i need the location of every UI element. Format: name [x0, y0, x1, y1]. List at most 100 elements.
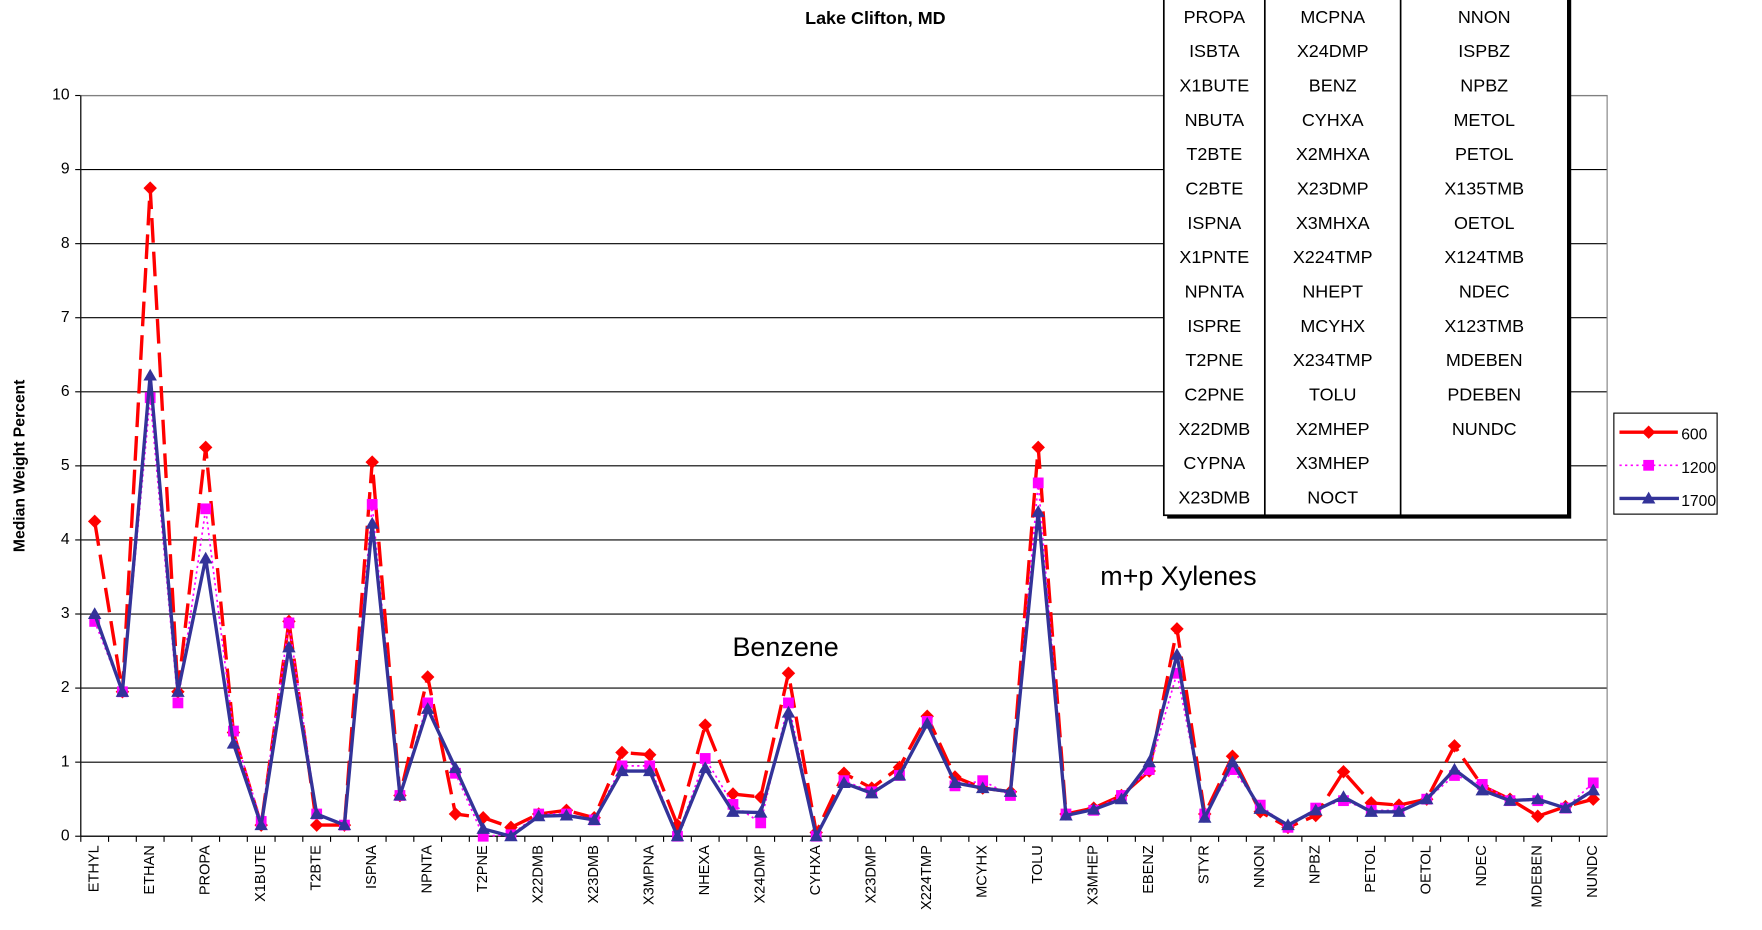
- x-tick-label: NPBZ: [1308, 845, 1324, 884]
- marker-triangle: [920, 716, 934, 729]
- marker-square: [450, 767, 461, 779]
- x-tick-label: X1BUTE: [253, 845, 269, 902]
- table-cell: METOL: [1453, 110, 1514, 130]
- marker-diamond: [87, 514, 102, 529]
- marker-triangle: [365, 516, 379, 529]
- marker-square: [783, 697, 794, 709]
- legend-label: 1700: [1681, 493, 1716, 510]
- legend-label: 600: [1681, 427, 1707, 444]
- marker-triangle: [1059, 808, 1073, 821]
- marker-triangle: [837, 776, 851, 788]
- x-tick-label: PETOL: [1363, 845, 1379, 893]
- marker-triangle: [587, 813, 601, 825]
- table-cell: NOCT: [1307, 488, 1358, 508]
- marker-square: [1587, 777, 1599, 789]
- table-cell: C2BTE: [1185, 179, 1243, 199]
- table-box: [1162, 0, 1569, 517]
- table-cell: X1PNTE: [1179, 247, 1249, 267]
- table-cell: X1BUTE: [1179, 75, 1249, 95]
- annotation: m+p Xylenes: [1100, 561, 1256, 591]
- table-cell: PROPA: [1184, 7, 1246, 27]
- marker-triangle: [171, 685, 185, 697]
- table-cell: NPBZ: [1460, 75, 1508, 95]
- y-axis-label: Median Weight Percent: [11, 379, 28, 552]
- marker-triangle: [87, 607, 102, 620]
- x-tick-label: X3MHEP: [1086, 845, 1102, 905]
- table-cell: BENZ: [1309, 75, 1357, 95]
- marker-square: [144, 392, 156, 404]
- table-cell: X2MHXA: [1296, 144, 1370, 164]
- marker-square: [172, 697, 184, 709]
- marker-triangle: [1364, 805, 1378, 817]
- table-cell: NBUTA: [1185, 110, 1244, 130]
- table-cell: NHEPT: [1302, 282, 1363, 302]
- marker-triangle: [892, 768, 907, 781]
- marker-diamond: [1031, 440, 1045, 455]
- table-cell: NNON: [1458, 7, 1511, 27]
- table-cell: T2BTE: [1186, 144, 1242, 164]
- table-cell: CYPNA: [1183, 453, 1245, 473]
- marker-triangle: [1392, 805, 1406, 817]
- marker-diamond: [615, 745, 629, 760]
- marker-diamond: [198, 440, 213, 455]
- x-tick-label: STYR: [1197, 845, 1213, 884]
- marker-triangle: [337, 818, 352, 831]
- chart-title: Lake Clifton, MD: [805, 8, 946, 28]
- x-tick-label: X22DMB: [531, 845, 547, 903]
- table-cell: MDEBEN: [1446, 350, 1523, 370]
- x-tick-label: T2PNE: [475, 845, 491, 892]
- x-tick-label: ISPNA: [364, 845, 380, 889]
- table-cell: X24DMP: [1297, 41, 1369, 61]
- marker-diamond: [448, 807, 463, 821]
- marker-triangle: [726, 805, 740, 817]
- marker-diamond: [1586, 792, 1600, 806]
- marker-triangle: [1114, 792, 1129, 805]
- y-tick-label: 5: [61, 457, 70, 474]
- marker-triangle: [282, 640, 296, 653]
- marker-diamond: [1447, 739, 1462, 753]
- marker-triangle: [753, 805, 768, 818]
- x-tick-label: NDEC: [1474, 845, 1490, 886]
- x-tick-label: X24DMP: [753, 845, 769, 903]
- table-cell: X2MHEP: [1296, 419, 1370, 439]
- marker-square: [699, 753, 711, 764]
- marker-diamond: [726, 787, 740, 801]
- marker-triangle: [642, 764, 657, 777]
- marker-triangle: [1420, 792, 1434, 805]
- marker-diamond: [698, 718, 712, 732]
- table-cell: X3MHEP: [1296, 453, 1370, 473]
- table-cell: X224TMP: [1293, 247, 1373, 267]
- table-cell: NPNTA: [1185, 282, 1244, 302]
- table-cell: T2PNE: [1185, 350, 1243, 370]
- x-tick-label: X23DMP: [864, 845, 880, 903]
- table-cell: CYHXA: [1302, 110, 1364, 130]
- marker-square: [755, 817, 767, 829]
- marker-triangle: [504, 829, 518, 842]
- marker-square: [283, 617, 295, 629]
- legend-label: 1200: [1681, 460, 1716, 477]
- table-cell: ISPRE: [1187, 316, 1241, 336]
- marker-triangle: [115, 685, 130, 697]
- marker-square: [1032, 477, 1044, 489]
- marker-triangle: [1197, 810, 1212, 823]
- marker-triangle: [559, 808, 574, 821]
- x-tick-label: EBENZ: [1141, 845, 1157, 894]
- x-tick-label: CYHXA: [808, 845, 824, 896]
- marker-triangle: [1336, 790, 1351, 803]
- marker-square: [89, 616, 101, 627]
- marker-triangle: [1531, 792, 1545, 805]
- table-cell: X23DMB: [1178, 488, 1250, 508]
- marker-square: [1227, 764, 1238, 775]
- x-tick-label: NUNDC: [1585, 845, 1601, 898]
- marker-diamond: [365, 455, 379, 469]
- marker-triangle: [420, 702, 435, 714]
- marker-diamond: [642, 748, 657, 762]
- marker-triangle: [1142, 755, 1156, 768]
- x-tick-label: NNON: [1252, 845, 1268, 888]
- marker-triangle: [1475, 783, 1489, 796]
- x-tick-label: ETHYL: [87, 845, 103, 892]
- table-cell: X234TMP: [1293, 350, 1373, 370]
- x-tick-label: MDEBEN: [1530, 845, 1546, 907]
- x-tick-label: TOLU: [1030, 845, 1046, 884]
